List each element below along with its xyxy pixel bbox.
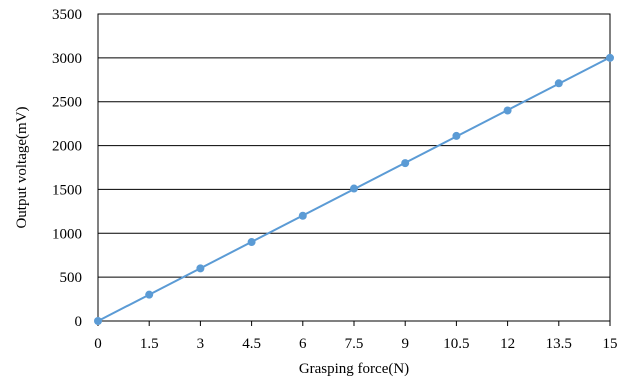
data-point — [606, 53, 614, 62]
x-tick-label: 13.5 — [546, 336, 572, 352]
x-axis-tick-labels: 0 1.5 3 4.5 6 7.5 9 10.5 12 13.5 15 — [94, 336, 617, 352]
y-tick-label: 1500 — [52, 182, 82, 198]
x-axis-title: Grasping force(N) — [299, 361, 409, 377]
y-axis-tick-labels: 0 500 1000 1500 2000 2500 3000 3500 — [52, 7, 82, 330]
grid-lines — [98, 13, 610, 322]
x-tick-label: 3 — [197, 336, 205, 352]
x-tick-label: 6 — [299, 336, 307, 352]
y-tick-label: 0 — [75, 314, 83, 330]
x-tick-label: 12 — [500, 336, 515, 352]
x-tick-label: 0 — [94, 336, 102, 352]
data-point — [196, 264, 205, 273]
data-point — [298, 211, 307, 220]
data-points — [94, 53, 614, 325]
data-point — [503, 106, 512, 115]
x-axis-ticks — [97, 321, 611, 326]
data-point — [94, 317, 102, 325]
y-tick-label: 2500 — [52, 95, 82, 111]
plot-frame — [97, 13, 611, 322]
data-point — [554, 79, 563, 88]
y-tick-label: 500 — [60, 270, 83, 286]
x-tick-label: 15 — [603, 336, 618, 352]
y-axis-title: Output voltage(mV) — [14, 106, 30, 228]
x-tick-label: 4.5 — [242, 336, 261, 352]
x-tick-label: 1.5 — [140, 336, 159, 352]
y-tick-label: 3500 — [52, 7, 82, 23]
x-tick-label: 9 — [401, 336, 409, 352]
x-tick-label: 7.5 — [345, 336, 364, 352]
data-point — [452, 131, 461, 140]
data-point — [247, 238, 256, 247]
data-point — [401, 159, 410, 168]
y-tick-label: 2000 — [52, 139, 82, 155]
x-tick-label: 10.5 — [443, 336, 469, 352]
data-point — [350, 184, 358, 193]
y-tick-label: 1000 — [52, 226, 82, 242]
data-point — [145, 290, 154, 299]
y-tick-label: 3000 — [52, 51, 82, 67]
